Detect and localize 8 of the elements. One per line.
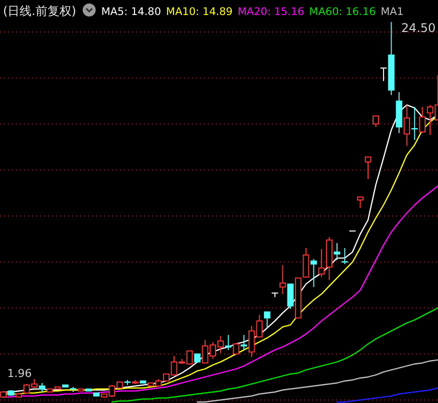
annotation: MA60: 16.16 xyxy=(309,6,376,18)
annotation: 1.96 xyxy=(7,366,32,380)
annotation: MA1 xyxy=(380,6,404,18)
annotation: MA10: 14.89 xyxy=(166,6,233,18)
annotation: MA5: 14.80 xyxy=(101,6,162,18)
annotation: 24.50 xyxy=(401,21,436,36)
chart-title: (日线.前复权) xyxy=(3,4,76,18)
annotation: MA20: 15.16 xyxy=(238,6,304,18)
